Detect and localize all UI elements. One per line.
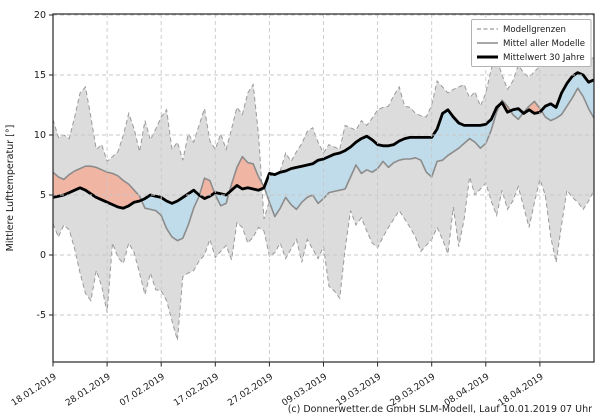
legend-item-solid-gray: Mittel aller Modelle <box>477 39 585 49</box>
model-upper-bound-line <box>53 46 594 220</box>
x-tick-label: 07.02.2019 <box>118 372 167 409</box>
legend-label: Mittelwert 30 Jahre <box>503 53 585 63</box>
x-axis: 18.01.2019 28.01.2019 07.02.2019 17.02.2019… <box>10 362 546 409</box>
plot-area <box>53 46 594 341</box>
x-tick-label: 18.01.2019 <box>10 372 59 409</box>
footer-credit: (c) Donnerwetter.de GmbH SLM-Modell, Lau… <box>288 404 592 415</box>
y-tick-label: 0 <box>40 250 46 261</box>
y-tick-label: 20 <box>34 10 46 21</box>
climate-mean-line <box>53 71 594 210</box>
colder-than-normal-fill <box>141 190 200 241</box>
legend-item-dashed-gray: Modellgrenzen <box>477 25 566 35</box>
y-tick-label: 5 <box>40 190 46 201</box>
colder-than-normal-fill <box>264 104 501 217</box>
x-tick-label: 17.02.2019 <box>172 372 221 409</box>
legend-box <box>471 19 592 67</box>
y-axis-label: Mittlere Lufttemperatur [°] <box>5 125 16 252</box>
legend-item-thick-black: Mittelwert 30 Jahre <box>477 53 585 63</box>
warmer-than-normal-fill <box>53 166 142 209</box>
x-tick-label: 28.01.2019 <box>64 372 113 409</box>
legend-label: Mittel aller Modelle <box>503 39 585 49</box>
y-tick-label: 10 <box>34 130 46 141</box>
y-tick-label: -5 <box>37 310 46 321</box>
y-axis: -5 0 5 10 15 20 Mittlere Lufttemperatur [°] <box>5 10 53 321</box>
colder-than-normal-fill <box>541 72 594 121</box>
y-tick-label: 15 <box>34 70 46 81</box>
gridlines <box>52 14 594 362</box>
legend: Modellgrenzen Mittel aller Modelle Mittelw… <box>471 19 592 67</box>
x-tick-label: 27.02.2019 <box>226 372 275 409</box>
legend-label: Modellgrenzen <box>503 25 566 35</box>
